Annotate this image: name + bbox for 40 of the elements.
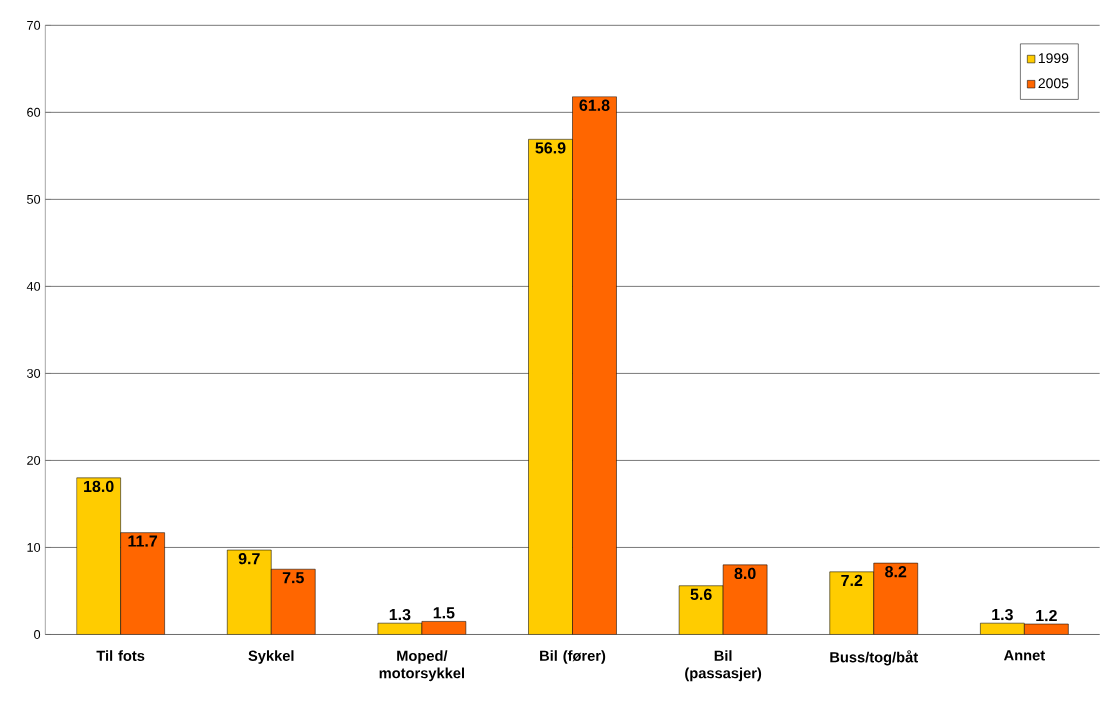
bar: [829, 571, 875, 635]
x-tick-label: Buss/tog/båt: [830, 650, 918, 666]
data-label: 1.2: [1036, 610, 1057, 622]
x-tick-label: Til fots: [96, 650, 145, 662]
y-tick-label: 50: [27, 194, 41, 204]
legend-label: 1999: [1038, 53, 1069, 64]
bar: [76, 477, 121, 635]
data-label: 18.0: [84, 480, 114, 493]
bar: [528, 139, 573, 635]
data-label: 7.2: [841, 574, 863, 587]
x-tick-label: Bil (fører): [540, 650, 606, 664]
y-tick-label: 20: [27, 456, 41, 466]
x-tick-label: Moped/ motorsykkel: [379, 650, 465, 682]
data-label: 11.7: [128, 535, 158, 547]
y-tick-label: 60: [27, 107, 41, 117]
bar: [873, 562, 918, 635]
y-tick-label: 30: [27, 369, 41, 378]
x-tick-label: Annet: [1003, 650, 1045, 661]
bar: [120, 532, 165, 635]
data-label: 8.2: [885, 566, 907, 578]
data-label: 1.5: [433, 607, 455, 619]
data-label: 1.3: [992, 608, 1013, 621]
y-tick-label: 40: [26, 282, 41, 291]
bar: [270, 569, 316, 635]
bar: [572, 96, 617, 635]
data-label: 8.0: [734, 567, 756, 580]
data-label: 1.3: [389, 608, 411, 621]
data-label: 61.8: [579, 99, 610, 112]
data-label: 7.5: [282, 572, 304, 584]
y-tick-label: 70: [27, 20, 41, 30]
data-label: 9.7: [238, 553, 260, 565]
x-tick-label: Sykkel: [248, 650, 294, 664]
bar: [722, 564, 768, 635]
bar: [227, 549, 272, 635]
data-label: 56.9: [535, 142, 566, 154]
data-label: 5.6: [690, 588, 712, 601]
y-tick-label: 0: [34, 630, 41, 640]
legend-label: 2005: [1038, 78, 1069, 89]
y-tick-label: 10: [27, 543, 41, 553]
x-tick-label: Bil (passasjer): [685, 650, 762, 682]
